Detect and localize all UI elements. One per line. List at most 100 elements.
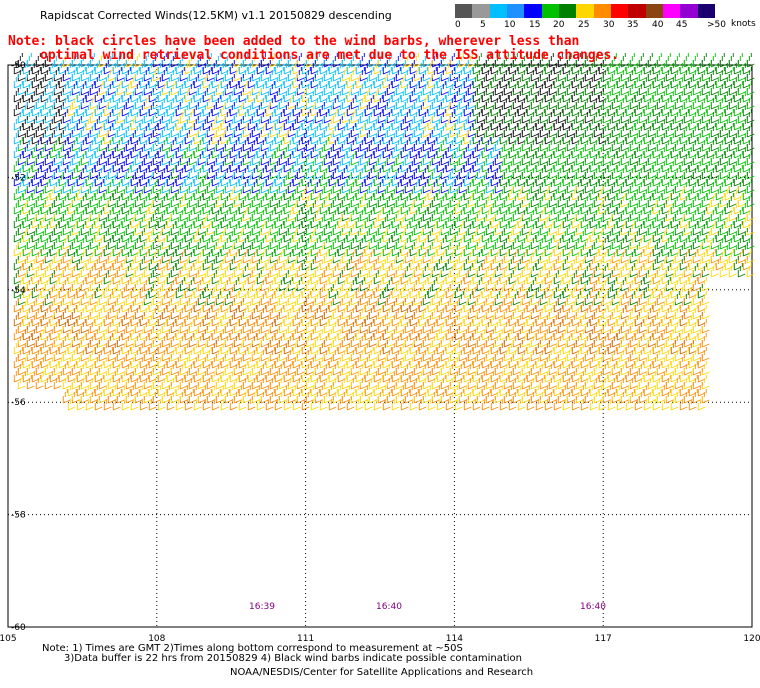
legend-swatch bbox=[472, 4, 490, 18]
wind-barb bbox=[553, 144, 562, 159]
wind-barb bbox=[746, 207, 755, 222]
wind-barb bbox=[454, 368, 463, 383]
wind-barb bbox=[598, 396, 607, 411]
wind-barb bbox=[130, 284, 139, 299]
wind-barb bbox=[157, 186, 166, 201]
wind-barb bbox=[157, 284, 166, 299]
wind-barb bbox=[571, 312, 580, 327]
wind-barb bbox=[139, 116, 148, 131]
wind-barb bbox=[112, 354, 121, 369]
wind-barb bbox=[553, 214, 562, 229]
wind-barb bbox=[67, 326, 76, 341]
wind-barb bbox=[346, 60, 355, 75]
wind-barb bbox=[445, 88, 454, 103]
wind-barb bbox=[40, 256, 49, 271]
wind-barb bbox=[166, 340, 175, 355]
wind-barb bbox=[400, 102, 409, 117]
wind-barb bbox=[616, 214, 625, 229]
wind-barb bbox=[535, 158, 544, 173]
wind-barb bbox=[499, 228, 508, 243]
wind-barb bbox=[701, 389, 710, 404]
wind-barb bbox=[58, 214, 67, 229]
wind-barb bbox=[616, 186, 625, 201]
wind-barb bbox=[661, 242, 670, 257]
wind-barb bbox=[634, 200, 643, 215]
wind-barb bbox=[265, 102, 274, 117]
wind-barb bbox=[463, 144, 472, 159]
wind-barb bbox=[256, 340, 265, 355]
wind-barb bbox=[22, 60, 31, 75]
wind-barb bbox=[346, 130, 355, 145]
wind-barb bbox=[220, 130, 229, 145]
wind-barb bbox=[112, 88, 121, 103]
wind-barb bbox=[328, 116, 337, 131]
wind-barb bbox=[337, 354, 346, 369]
wind-barb bbox=[148, 186, 157, 201]
wind-barb bbox=[256, 186, 265, 201]
wind-barb bbox=[589, 60, 598, 75]
wind-barb bbox=[166, 354, 175, 369]
wind-barb bbox=[310, 172, 319, 187]
wind-barb bbox=[634, 340, 643, 355]
wind-barb bbox=[40, 158, 49, 173]
legend-swatch bbox=[610, 4, 629, 18]
wind-barb bbox=[382, 312, 391, 327]
contamination-note-line2: optimal wind retrieval conditions are me… bbox=[40, 48, 620, 63]
wind-barb bbox=[463, 382, 472, 397]
wind-barb bbox=[418, 326, 427, 341]
wind-barb bbox=[220, 74, 229, 89]
wind-barb bbox=[202, 284, 211, 299]
wind-barb bbox=[445, 312, 454, 327]
wind-barb bbox=[373, 186, 382, 201]
wind-barb bbox=[625, 284, 634, 299]
wind-barb bbox=[598, 228, 607, 243]
wind-barb bbox=[427, 116, 436, 131]
wind-barb bbox=[274, 228, 283, 243]
wind-barb bbox=[175, 228, 184, 243]
wind-barb bbox=[562, 158, 571, 173]
wind-barb bbox=[256, 200, 265, 215]
wind-barb bbox=[661, 256, 670, 271]
wind-barb bbox=[121, 144, 130, 159]
wind-barb bbox=[346, 158, 355, 173]
wind-barb bbox=[301, 158, 310, 173]
wind-barb bbox=[715, 144, 724, 159]
wind-barb bbox=[211, 214, 220, 229]
wind-barb bbox=[454, 228, 463, 243]
wind-barb bbox=[13, 74, 22, 89]
wind-barb bbox=[589, 242, 598, 257]
wind-barb bbox=[670, 116, 679, 131]
lon-label: 117 bbox=[595, 634, 612, 644]
wind-barb bbox=[688, 284, 697, 299]
wind-barb bbox=[598, 144, 607, 159]
wind-barb bbox=[454, 396, 463, 411]
wind-barb bbox=[112, 284, 121, 299]
wind-barb bbox=[85, 88, 94, 103]
wind-barb bbox=[193, 298, 202, 313]
wind-barb bbox=[139, 396, 148, 411]
wind-barb bbox=[193, 284, 202, 299]
wind-barb bbox=[76, 186, 85, 201]
wind-barb bbox=[364, 130, 373, 145]
wind-barb bbox=[661, 60, 670, 75]
legend-label: >50 bbox=[707, 20, 726, 30]
wind-barb bbox=[418, 88, 427, 103]
wind-barb bbox=[607, 130, 616, 145]
wind-barb bbox=[247, 340, 256, 355]
wind-barb bbox=[292, 88, 301, 103]
wind-barb bbox=[508, 172, 517, 187]
wind-barb bbox=[130, 60, 139, 75]
wind-barb bbox=[58, 102, 67, 117]
wind-barb bbox=[337, 172, 346, 187]
wind-barb bbox=[625, 256, 634, 271]
wind-barb bbox=[265, 270, 274, 285]
wind-barb bbox=[418, 368, 427, 383]
wind-barb bbox=[427, 396, 436, 411]
wind-barb bbox=[274, 298, 283, 313]
wind-barb bbox=[13, 228, 22, 243]
wind-barb bbox=[535, 382, 544, 397]
wind-barb bbox=[580, 60, 589, 75]
wind-barb bbox=[283, 144, 292, 159]
wind-barb bbox=[220, 396, 229, 411]
wind-barb bbox=[130, 368, 139, 383]
